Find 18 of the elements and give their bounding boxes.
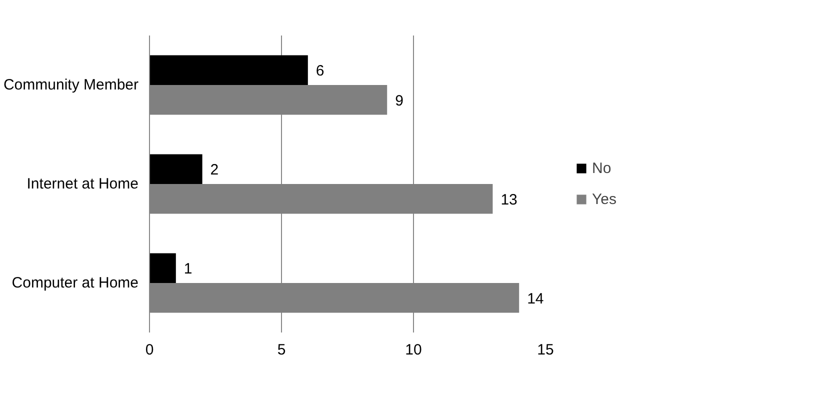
y-tick-label: Computer at Home	[12, 274, 138, 292]
data-label: 2	[210, 162, 219, 179]
legend-label: Yes	[592, 190, 616, 208]
legend-label: No	[592, 160, 612, 176]
x-tick-label: 10	[405, 342, 422, 358]
data-label: 13	[500, 191, 518, 208]
x-tick-label: 0	[145, 342, 154, 358]
data-label: 14	[527, 290, 544, 308]
data-label: 6	[316, 62, 324, 80]
data-label: 1	[184, 260, 192, 278]
bar	[150, 253, 176, 283]
data-label: 9	[395, 92, 404, 110]
y-tick-label: Internet at Home	[26, 176, 139, 192]
bar	[150, 154, 202, 184]
y-tick-label: Community Member	[3, 76, 139, 94]
bar	[150, 55, 308, 85]
x-tick-label: 5	[277, 342, 286, 358]
x-tick-label: 15	[537, 342, 554, 358]
